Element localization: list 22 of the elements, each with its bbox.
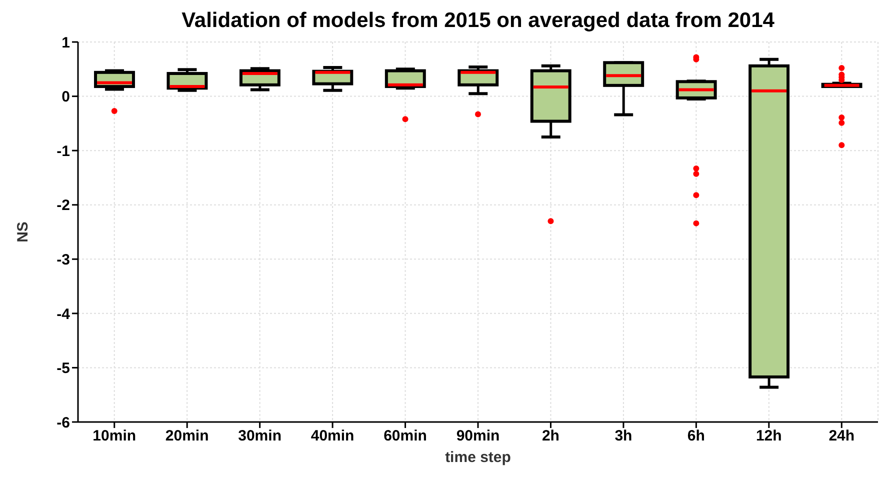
y-tick-label: -6: [56, 414, 70, 432]
x-tick-label: 24h: [828, 428, 855, 445]
x-tick-label: 10min: [92, 428, 136, 445]
y-tick-label: -5: [56, 360, 70, 378]
x-tick-label: 40min: [310, 428, 354, 445]
y-tick-label: -4: [56, 306, 71, 323]
x-tick-label: 60min: [384, 428, 427, 445]
x-axis-title: time step: [445, 449, 511, 466]
x-tick-label: 12h: [756, 428, 782, 445]
x-tick-label: 6h: [687, 428, 705, 445]
x-tick-label: 20min: [165, 428, 209, 445]
y-tick-label: 1: [62, 34, 70, 52]
x-tick-label: 90min: [456, 428, 500, 445]
x-tick-label: 2h: [542, 428, 560, 445]
y-axis-title: NS: [14, 222, 32, 242]
y-tick-label: -3: [56, 251, 70, 268]
y-tick-label: -2: [56, 197, 70, 214]
y-tick-label: 0: [62, 88, 70, 106]
y-tick-label: -1: [56, 142, 70, 160]
chart-title: Validation of models from 2015 on averaged data from 2014: [180, 8, 776, 34]
x-tick-label: 30min: [238, 428, 282, 445]
x-tick-label: 3h: [614, 428, 632, 445]
